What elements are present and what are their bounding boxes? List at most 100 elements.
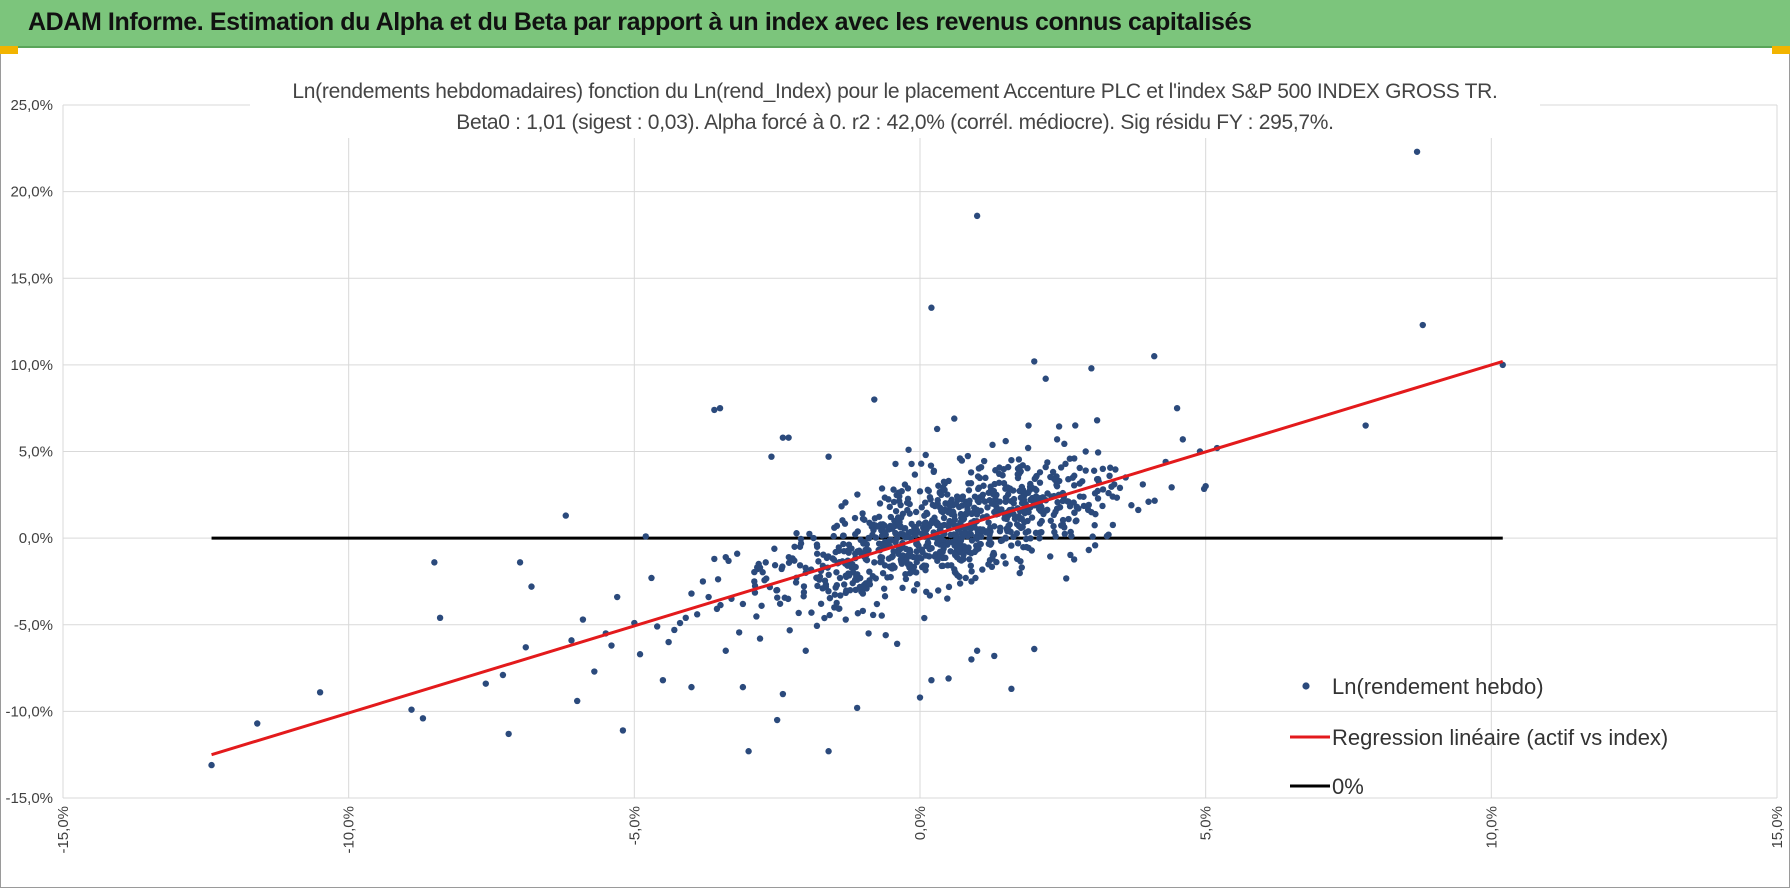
data-point [676, 619, 684, 627]
data-point [967, 469, 975, 476]
data-point [852, 586, 859, 594]
data-point [482, 680, 489, 687]
report-header: ADAM Informe. Estimation du Alpha et du … [0, 0, 1790, 48]
data-point [516, 559, 524, 566]
data-point [903, 556, 910, 564]
data-point [1043, 507, 1050, 514]
data-point [1090, 467, 1098, 474]
data-point [785, 553, 793, 561]
data-point [873, 523, 881, 530]
data-point [784, 595, 792, 603]
data-point [1058, 522, 1065, 529]
data-point [1002, 437, 1009, 445]
data-point [918, 460, 925, 467]
data-point [888, 553, 896, 561]
data-point [892, 538, 899, 546]
data-point [866, 581, 874, 588]
data-point [938, 491, 945, 499]
data-point [768, 453, 775, 460]
data-point [1103, 532, 1111, 540]
data-point [975, 465, 983, 472]
data-point [964, 507, 971, 515]
x-tick-label: 15,0% [1769, 806, 1786, 849]
data-point [714, 576, 722, 583]
data-point [1008, 456, 1015, 464]
data-point [813, 550, 821, 557]
data-point [1108, 483, 1115, 490]
data-point [1076, 480, 1083, 487]
data-point [1139, 481, 1147, 488]
data-point [885, 526, 892, 533]
data-point [833, 599, 840, 607]
data-point [771, 562, 779, 569]
data-point [888, 565, 896, 572]
data-point [825, 553, 832, 560]
data-point [1024, 517, 1031, 525]
data-point [916, 694, 924, 701]
data-point [1002, 494, 1010, 501]
data-point [642, 533, 649, 540]
data-point [1109, 521, 1117, 529]
data-point [947, 548, 954, 555]
data-point [813, 622, 821, 630]
data-point [948, 562, 955, 569]
data-point [813, 574, 820, 581]
x-tick-label: -15,0% [55, 806, 72, 854]
data-point [973, 506, 981, 513]
data-point [1082, 467, 1089, 474]
data-point [1002, 535, 1010, 542]
data-point [838, 503, 845, 510]
data-point [648, 574, 655, 582]
data-point [1116, 484, 1124, 492]
data-point [945, 539, 952, 547]
data-point [793, 530, 800, 537]
data-point [1099, 486, 1107, 493]
data-point [879, 569, 887, 577]
data-point [1053, 436, 1061, 443]
data-point [921, 520, 929, 527]
data-point [956, 580, 964, 587]
data-point [1070, 482, 1078, 489]
data-point [1091, 522, 1098, 529]
data-point [895, 518, 903, 526]
data-point [928, 304, 935, 311]
data-point [1016, 464, 1023, 471]
data-point [1028, 547, 1035, 554]
data-point [800, 583, 808, 590]
chart-title: Ln(rendements hebdomadaires) fonction du… [250, 76, 1540, 138]
data-point [821, 577, 829, 584]
data-point [1128, 502, 1135, 509]
data-point [970, 524, 978, 531]
data-point [659, 676, 667, 684]
data-point [890, 548, 897, 555]
data-point [820, 551, 827, 558]
data-point [1002, 560, 1009, 567]
data-point [892, 507, 900, 515]
data-point [933, 425, 941, 433]
data-point [1151, 353, 1158, 360]
data-point [1015, 456, 1023, 463]
data-point [903, 534, 910, 541]
data-point [885, 496, 892, 503]
x-tick-label: 5,0% [1198, 806, 1215, 840]
data-point [912, 531, 919, 539]
data-point [1051, 476, 1059, 484]
data-point [854, 491, 861, 498]
data-point [922, 499, 929, 506]
data-point [831, 591, 839, 598]
data-point [912, 508, 920, 516]
data-point [982, 474, 989, 482]
data-point [990, 487, 997, 495]
data-point [1063, 575, 1070, 582]
data-point [878, 612, 885, 619]
data-point [983, 528, 990, 535]
data-point [1051, 528, 1058, 536]
data-point [997, 524, 1004, 531]
data-point [1031, 358, 1038, 365]
data-point [840, 540, 847, 548]
data-point [1072, 422, 1079, 429]
data-point [903, 499, 911, 506]
data-point [965, 487, 973, 494]
data-point [1071, 509, 1078, 516]
data-point [960, 556, 967, 563]
